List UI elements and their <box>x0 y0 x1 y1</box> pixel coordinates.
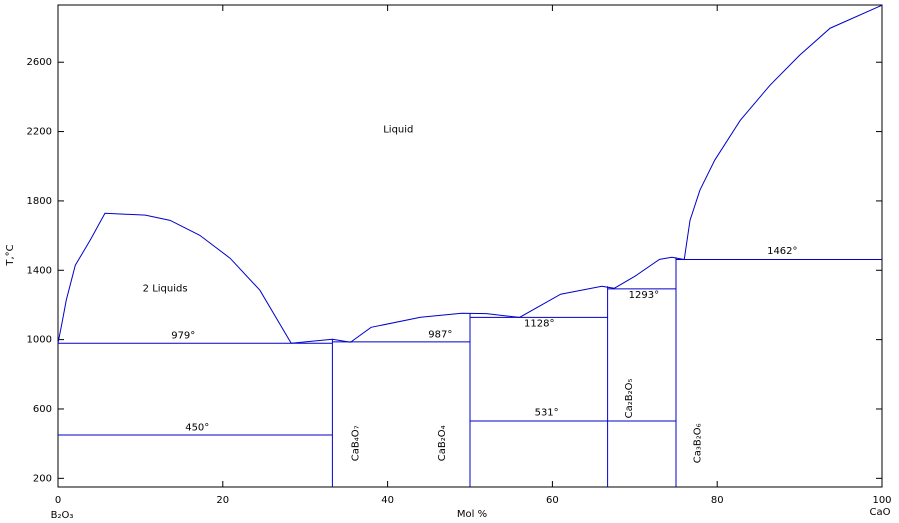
y-tick-label: 600 <box>33 404 52 415</box>
compound-label: Ca₂B₂O₅ <box>624 378 635 418</box>
x-axis-label: Mol % <box>457 509 487 520</box>
phase-boundary <box>57 212 292 344</box>
region-label: 1128° <box>524 318 554 329</box>
compound-label: CaB₄O₇ <box>350 425 361 461</box>
y-tick-label: 2600 <box>27 57 52 68</box>
x-tick-label: 20 <box>216 495 229 506</box>
region-label: 2 Liquids <box>143 283 188 294</box>
region-label: 1462° <box>767 246 797 257</box>
y-tick-label: 200 <box>33 473 52 484</box>
y-tick-label: 2200 <box>27 127 52 138</box>
x-tick-label: 100 <box>872 495 891 506</box>
x-tick-label: 0 <box>55 495 61 506</box>
y-tick-label: 1800 <box>27 196 52 207</box>
region-label: Liquid <box>383 124 413 135</box>
region-label: 987° <box>428 329 452 340</box>
x-tick-label: 40 <box>381 495 394 506</box>
y-axis-label: T,°C <box>5 244 16 266</box>
phase-boundary <box>291 4 883 344</box>
compound-label: Ca₃B₂O₆ <box>692 423 703 463</box>
x-end-label: CaO <box>870 507 891 518</box>
x-tick-label: 80 <box>711 495 724 506</box>
region-label: 450° <box>185 422 209 433</box>
y-tick-label: 1400 <box>27 265 52 276</box>
region-label: 979° <box>171 330 195 341</box>
x-tick-label: 60 <box>546 495 559 506</box>
compound-label: CaB₂O₄ <box>437 425 448 461</box>
x-end-label: B₂O₃ <box>51 510 74 521</box>
region-label: 531° <box>535 407 559 418</box>
y-tick-label: 1000 <box>27 335 52 346</box>
region-label: 1293° <box>629 290 659 301</box>
